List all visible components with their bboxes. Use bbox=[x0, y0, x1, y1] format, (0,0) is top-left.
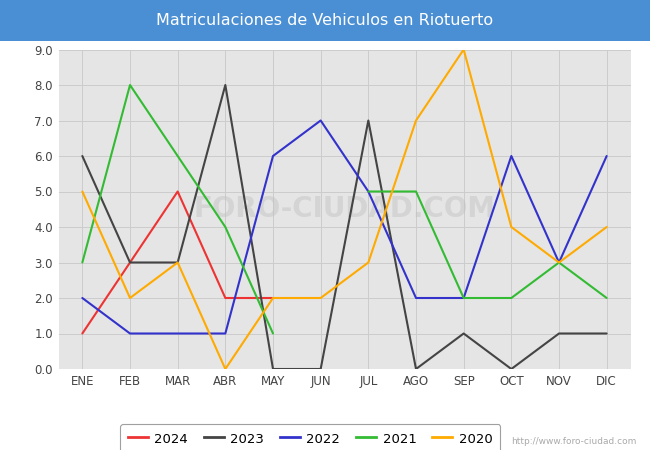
Text: FORO-CIUDAD.COM: FORO-CIUDAD.COM bbox=[194, 195, 495, 223]
Legend: 2024, 2023, 2022, 2021, 2020: 2024, 2023, 2022, 2021, 2020 bbox=[120, 424, 500, 450]
Text: http://www.foro-ciudad.com: http://www.foro-ciudad.com bbox=[512, 436, 637, 446]
Text: Matriculaciones de Vehiculos en Riotuerto: Matriculaciones de Vehiculos en Riotuert… bbox=[157, 13, 493, 28]
